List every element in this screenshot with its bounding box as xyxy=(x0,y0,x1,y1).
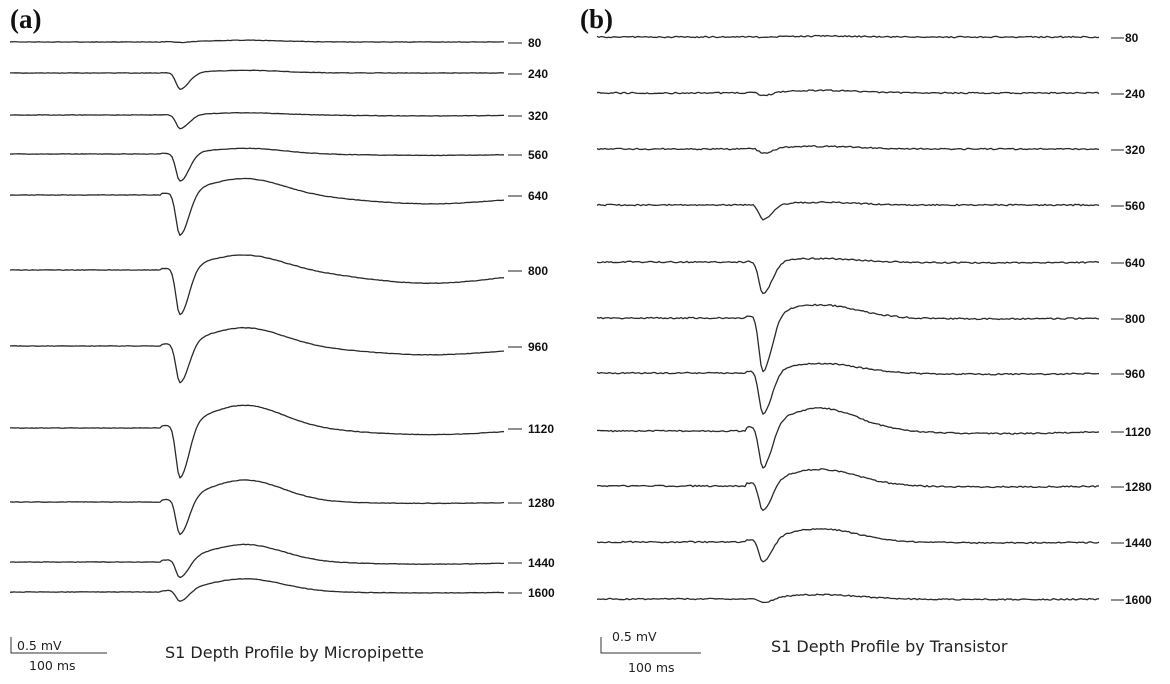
trace-b-320 xyxy=(596,145,1100,154)
trace-a-800 xyxy=(9,254,505,316)
depth-label-a-80: 80 xyxy=(528,36,542,50)
depth-label-b-240: 240 xyxy=(1125,87,1145,101)
trace-b-80 xyxy=(596,34,1100,39)
scale-time-label-b: 100 ms xyxy=(628,660,675,675)
scale-bar-lines-b xyxy=(600,637,701,654)
trace-b-240 xyxy=(596,89,1100,97)
trace-a-960 xyxy=(9,326,505,384)
depth-label-b-80: 80 xyxy=(1125,31,1139,45)
panel-label-b: (b) xyxy=(580,4,613,34)
trace-b-1280 xyxy=(596,468,1100,512)
scale-time-label-a: 100 ms xyxy=(29,658,76,673)
depth-label-b-1120: 1120 xyxy=(1125,425,1151,439)
depth-label-a-1600: 1600 xyxy=(528,586,555,600)
trace-b-1600 xyxy=(596,593,1100,604)
trace-a-560 xyxy=(9,147,505,182)
scale-voltage-label-b: 0.5 mV xyxy=(612,629,657,644)
scale-bar-a: 0.5 mV 100 ms xyxy=(10,637,107,673)
depth-label-a-1120: 1120 xyxy=(528,422,554,436)
trace-a-240 xyxy=(9,69,505,90)
trace-b-1440 xyxy=(596,528,1100,563)
depth-label-a-800: 800 xyxy=(528,264,548,278)
trace-group-b: 80 240 320 560 640 800 960 1120 1280 1440 1600 xyxy=(596,31,1152,607)
depth-label-a-1280: 1280 xyxy=(528,496,555,510)
scale-bar-b: 0.5 mV 100 ms xyxy=(600,629,701,675)
trace-b-640 xyxy=(596,257,1100,295)
depth-label-a-1440: 1440 xyxy=(528,556,555,570)
trace-b-560 xyxy=(596,201,1100,221)
scale-bar-lines-a xyxy=(10,637,107,654)
panel-label-a: (a) xyxy=(10,4,41,34)
trace-b-960 xyxy=(596,362,1100,415)
trace-a-80 xyxy=(9,39,505,44)
trace-group-a: 80 240 320 560 640 800 960 1120 1280 1440 1600 xyxy=(9,36,555,602)
trace-a-1280 xyxy=(9,479,505,536)
depth-label-b-560: 560 xyxy=(1125,199,1145,213)
panel-micropipette: (a) 80 240 320 560 640 800 960 1120 1280 1440 1600… xyxy=(9,4,555,673)
depth-label-a-240: 240 xyxy=(528,67,548,81)
depth-label-a-560: 560 xyxy=(528,148,548,162)
depth-label-a-320: 320 xyxy=(528,109,548,123)
panel-transistor: (b) 80 240 320 560 640 800 960 1120 1280 1440 1600… xyxy=(580,4,1152,675)
depth-label-b-1280: 1280 xyxy=(1125,480,1152,494)
trace-a-1120 xyxy=(9,404,505,479)
depth-label-b-800: 800 xyxy=(1125,312,1145,326)
panel-title-b: S1 Depth Profile by Transistor xyxy=(771,637,1008,656)
panel-title-a: S1 Depth Profile by Micropipette xyxy=(165,643,424,662)
trace-b-800 xyxy=(596,303,1100,373)
depth-label-b-1440: 1440 xyxy=(1125,536,1152,550)
depth-label-b-960: 960 xyxy=(1125,367,1145,381)
trace-a-640 xyxy=(9,177,505,236)
scale-voltage-label-a: 0.5 mV xyxy=(17,638,62,653)
depth-label-a-640: 640 xyxy=(528,189,548,203)
depth-label-b-1600: 1600 xyxy=(1125,593,1152,607)
trace-a-1440 xyxy=(9,543,505,579)
trace-a-320 xyxy=(9,112,505,130)
depth-label-a-960: 960 xyxy=(528,340,548,354)
trace-a-1600 xyxy=(9,578,505,602)
depth-label-b-640: 640 xyxy=(1125,256,1145,270)
trace-b-1120 xyxy=(596,406,1100,469)
depth-label-b-320: 320 xyxy=(1125,143,1145,157)
